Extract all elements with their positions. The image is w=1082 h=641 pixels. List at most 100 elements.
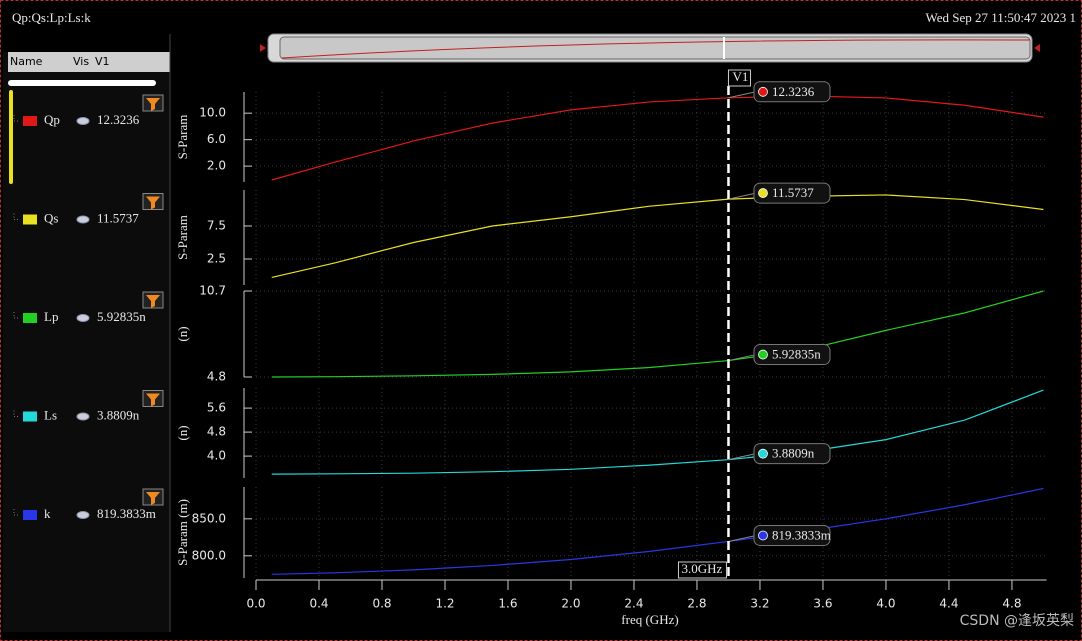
column-header: Vis bbox=[73, 55, 89, 68]
y-tick-label: 850.0 bbox=[192, 511, 226, 525]
filter-glyph bbox=[146, 393, 160, 407]
x-tick-label: 0.4 bbox=[309, 597, 328, 611]
y-tick-label: 2.5 bbox=[207, 251, 226, 265]
scrollbar[interactable] bbox=[8, 80, 156, 86]
legend-value: 819.3833m bbox=[97, 506, 156, 521]
y-tick-label: 10.0 bbox=[199, 106, 226, 120]
visibility-icon[interactable] bbox=[76, 511, 90, 519]
side-panel bbox=[3, 52, 170, 632]
y-axis-label: (n) bbox=[175, 425, 190, 440]
x-tick-label: 0.8 bbox=[372, 597, 391, 611]
y-tick-label: 2.0 bbox=[207, 159, 226, 173]
cursor-name: V1 bbox=[732, 69, 748, 84]
x-tick-label: 2.4 bbox=[624, 597, 643, 611]
filter-glyph bbox=[146, 196, 160, 210]
cursor-x-label: 3.0GHz bbox=[681, 561, 722, 576]
callout-leader bbox=[728, 354, 757, 362]
legend-value: 3.8809n bbox=[97, 407, 140, 422]
cursor-x-box bbox=[677, 561, 727, 579]
visibility-icon[interactable] bbox=[76, 314, 90, 322]
y-tick-label: 6.0 bbox=[207, 132, 226, 146]
legend-name: Lp bbox=[44, 309, 58, 324]
cursor-marker bbox=[758, 86, 768, 97]
x-tick-label: 0.0 bbox=[246, 597, 265, 611]
selection-bar bbox=[9, 90, 13, 184]
callout-leader bbox=[728, 91, 757, 99]
watermark: CSDN @逢坂英梨 bbox=[960, 612, 1074, 629]
callout-box bbox=[753, 344, 831, 366]
curve bbox=[271, 194, 1044, 279]
legend-swatch bbox=[23, 214, 37, 225]
timestamp: Wed Sep 27 11:50:47 2023 1 bbox=[926, 10, 1077, 25]
curve bbox=[271, 487, 1044, 575]
curve bbox=[271, 389, 1044, 475]
legend-swatch bbox=[23, 510, 37, 520]
x-tick-label: 4.4 bbox=[939, 597, 958, 611]
callout-box bbox=[753, 81, 831, 103]
y-tick-label: 4.8 bbox=[207, 370, 226, 384]
y-tick-label: 7.5 bbox=[207, 218, 226, 232]
cursor-marker bbox=[758, 349, 768, 360]
x-tick-label: 1.2 bbox=[435, 597, 454, 611]
x-tick-label: 2.8 bbox=[687, 597, 706, 611]
curve bbox=[271, 95, 1044, 181]
cursor-marker bbox=[758, 448, 768, 459]
y-axis-label: S-Param bbox=[175, 215, 190, 260]
legend-swatch bbox=[23, 116, 37, 126]
visibility-icon[interactable] bbox=[76, 117, 90, 125]
callout-leader bbox=[728, 192, 757, 200]
x-tick-label: 1.6 bbox=[498, 597, 517, 611]
curve bbox=[271, 290, 1044, 378]
legend-name: Ls bbox=[44, 407, 57, 422]
legend-swatch bbox=[23, 313, 37, 323]
callout-leader bbox=[728, 534, 757, 542]
y-axis-label: S-Param bbox=[175, 115, 190, 160]
column-header: Name bbox=[10, 55, 43, 68]
y-tick-label: 10.7 bbox=[199, 284, 226, 298]
cursor-tag bbox=[727, 69, 751, 87]
filter-glyph bbox=[146, 98, 160, 111]
slider-preview bbox=[281, 39, 1031, 59]
x-tick-label: 3.2 bbox=[750, 597, 769, 611]
legend-swatch bbox=[23, 411, 37, 422]
y-tick-label: 4.8 bbox=[207, 425, 226, 439]
tree-branch bbox=[13, 509, 19, 516]
legend-name: Qs bbox=[44, 210, 58, 225]
y-axis-label: S-Param (m) bbox=[175, 499, 190, 566]
visibility-icon[interactable] bbox=[76, 412, 90, 421]
column-header: V1 bbox=[95, 55, 110, 68]
visibility-icon[interactable] bbox=[76, 215, 90, 224]
x-tick-label: 4.0 bbox=[876, 597, 895, 611]
tree-branch bbox=[13, 312, 19, 319]
x-tick-label: 3.6 bbox=[813, 597, 832, 611]
tree-branch bbox=[13, 213, 19, 220]
filter-glyph bbox=[146, 295, 160, 308]
panel-header bbox=[8, 52, 170, 72]
y-axis-label: (n) bbox=[175, 326, 190, 341]
callout-leader bbox=[728, 453, 757, 461]
marker-value: 12.3236 bbox=[772, 84, 815, 99]
legend-name: Qp bbox=[44, 112, 60, 127]
x-axis-label: freq (GHz) bbox=[621, 612, 678, 627]
marker-value: 11.5737 bbox=[772, 185, 814, 200]
slider-thumb[interactable] bbox=[279, 36, 1031, 60]
x-tick-label: 2.0 bbox=[561, 597, 580, 611]
marker-value: 5.92835n bbox=[772, 347, 821, 362]
tree-branch bbox=[13, 115, 19, 122]
callout-box bbox=[753, 443, 831, 465]
tree-branch bbox=[13, 410, 19, 417]
legend-value: 12.3236 bbox=[97, 112, 140, 127]
legend-name: k bbox=[44, 506, 51, 521]
marker-value: 3.8809n bbox=[772, 446, 815, 461]
callout-box bbox=[753, 182, 831, 204]
window-title: Qp:Qs:Lp:Ls:k bbox=[12, 10, 91, 25]
callout-box bbox=[753, 524, 831, 546]
x-tick-label: 4.8 bbox=[1002, 597, 1021, 611]
marker-value: 819.3833m bbox=[772, 527, 831, 542]
legend-value: 5.92835n bbox=[97, 309, 146, 324]
legend-value: 11.5737 bbox=[97, 210, 139, 225]
filter-glyph bbox=[146, 492, 160, 505]
y-tick-label: 4.0 bbox=[207, 449, 226, 463]
